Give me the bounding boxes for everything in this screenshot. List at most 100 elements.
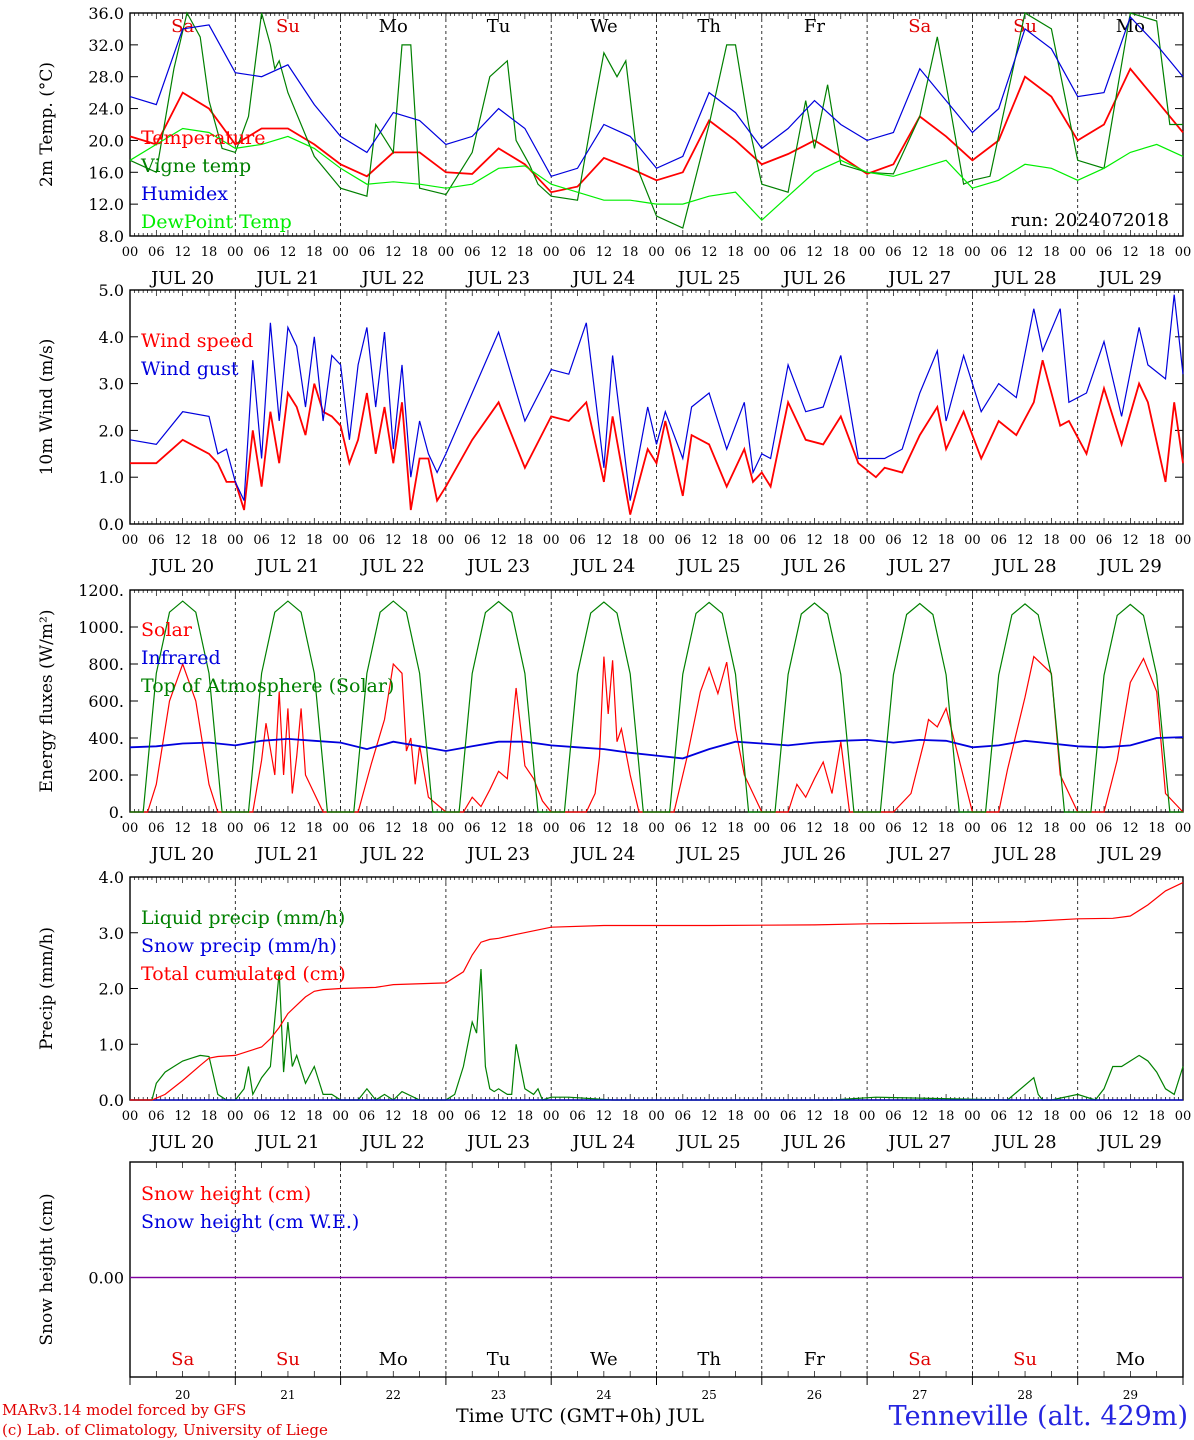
run-label: run: 2024072018: [1011, 210, 1169, 231]
hour-tick-label: 00: [543, 245, 560, 260]
hour-tick-label: 18: [938, 821, 955, 836]
hour-tick-label: 00: [754, 1109, 771, 1124]
date-label: JUL 22: [360, 844, 425, 865]
hour-tick-label: 12: [1017, 821, 1034, 836]
hour-tick-label: 18: [201, 245, 218, 260]
y-tick-label: 0.0: [99, 1091, 124, 1110]
y-tick-label: 1.0: [99, 1035, 124, 1054]
hour-tick-label: 18: [517, 821, 534, 836]
date-label: JUL 26: [781, 268, 846, 289]
legend-item: DewPoint Temp: [141, 211, 292, 233]
hour-tick-label: 12: [596, 821, 613, 836]
legend-item: Solar: [141, 619, 193, 641]
hour-tick-label: 06: [885, 533, 902, 548]
hour-tick-label: 12: [490, 821, 507, 836]
date-label: JUL 22: [360, 556, 425, 577]
hour-tick-label: 00: [332, 533, 349, 548]
day-number-label: 24: [596, 1388, 612, 1402]
hour-tick-label: 00: [438, 245, 455, 260]
weekday-label: Su: [276, 1349, 300, 1370]
y-tick-label: 3.0: [99, 924, 124, 943]
y-axis-title: Snow height (cm): [37, 1193, 57, 1345]
panel-precip: 0.0 1.0 2.0 3.0 4.0 Precip (mm/h) 00 06 12 18 00 06…: [37, 868, 1191, 1153]
hour-tick-label: 06: [780, 821, 797, 836]
hour-tick-label: 18: [517, 533, 534, 548]
hour-tick-label: 12: [1122, 1109, 1139, 1124]
date-label: JUL 25: [676, 1132, 741, 1153]
hour-tick-label: 18: [1148, 821, 1165, 836]
date-label: JUL 24: [570, 268, 635, 289]
y-tick-label: 400.: [88, 729, 124, 748]
hour-tick-label: 00: [1175, 533, 1192, 548]
hour-tick-label: 18: [517, 245, 534, 260]
hour-tick-label: 06: [253, 821, 270, 836]
legend-item: Infrared: [141, 647, 221, 669]
hour-tick-label: 18: [1043, 533, 1060, 548]
hour-tick-label: 18: [201, 1109, 218, 1124]
hour-tick-label: 12: [806, 245, 823, 260]
hour-tick-label: 12: [1122, 245, 1139, 260]
legend-item: Wind gust: [141, 358, 239, 380]
hour-tick-label: 12: [174, 821, 191, 836]
y-axis-title: Precip (mm/h): [37, 927, 57, 1050]
date-label: JUL 28: [992, 844, 1057, 865]
day-number-label: 25: [702, 1388, 717, 1402]
hour-tick-label: 00: [754, 533, 771, 548]
date-label: JUL 20: [149, 268, 214, 289]
hour-tick-label: 06: [569, 821, 586, 836]
hour-tick-label: 00: [859, 821, 876, 836]
legend-item: Wind speed: [141, 330, 253, 352]
date-label: JUL 24: [570, 844, 635, 865]
y-tick-label: 36.0: [88, 4, 124, 23]
hour-tick-label: 12: [385, 821, 402, 836]
hour-tick-label: 12: [280, 533, 297, 548]
hour-tick-label: 12: [174, 1109, 191, 1124]
weekday-label: Sa: [908, 16, 931, 37]
hour-tick-label: 18: [727, 245, 744, 260]
date-label: JUL 26: [781, 1132, 846, 1153]
y-tick-label: 28.0: [88, 68, 124, 87]
lab-credit: (c) Lab. of Climatology, University of L…: [2, 1421, 328, 1439]
date-label: JUL 20: [149, 1132, 214, 1153]
date-label: JUL 21: [254, 268, 319, 289]
date-label: JUL 25: [676, 844, 741, 865]
hour-tick-label: 18: [727, 1109, 744, 1124]
date-label: JUL 25: [676, 268, 741, 289]
y-tick-label: 0.00: [88, 1269, 124, 1288]
series-line-dewpoint-temp: [129, 127, 1184, 221]
hour-tick-label: 00: [227, 533, 244, 548]
weekday-label: Mo: [1116, 1349, 1145, 1370]
hour-tick-label: 18: [938, 533, 955, 548]
date-label: JUL 21: [254, 556, 319, 577]
legend-item: Humidex: [141, 183, 228, 205]
legend-item: Vigne temp: [140, 155, 251, 177]
hour-tick-label: 00: [543, 1109, 560, 1124]
hour-tick-label: 12: [911, 533, 928, 548]
hour-tick-label: 00: [964, 533, 981, 548]
hour-tick-label: 12: [701, 821, 718, 836]
hour-tick-label: 18: [411, 1109, 428, 1124]
hour-tick-label: 00: [332, 245, 349, 260]
hour-tick-label: 00: [332, 1109, 349, 1124]
date-label: JUL 26: [781, 844, 846, 865]
hour-tick-label: 06: [464, 245, 481, 260]
date-label: JUL 23: [465, 268, 530, 289]
hour-tick-label: 00: [1069, 1109, 1086, 1124]
hour-tick-label: 00: [648, 533, 665, 548]
hour-tick-label: 06: [990, 1109, 1007, 1124]
weekday-label: Tu: [487, 16, 511, 37]
hour-tick-label: 06: [1096, 821, 1113, 836]
hour-tick-label: 12: [911, 821, 928, 836]
series-line-vigne-temp: [129, 11, 1183, 229]
date-label: JUL 28: [992, 556, 1057, 577]
date-label: JUL 29: [1097, 844, 1162, 865]
hour-tick-label: 06: [885, 245, 902, 260]
hour-tick-label: 12: [490, 533, 507, 548]
weekday-label: Su: [1013, 1349, 1037, 1370]
y-tick-label: 1200.: [78, 581, 124, 600]
hour-tick-label: 12: [911, 1109, 928, 1124]
weekday-label: Mo: [379, 16, 408, 37]
hour-tick-label: 12: [1122, 821, 1139, 836]
hour-tick-label: 00: [438, 1109, 455, 1124]
date-label: JUL 24: [570, 1132, 635, 1153]
